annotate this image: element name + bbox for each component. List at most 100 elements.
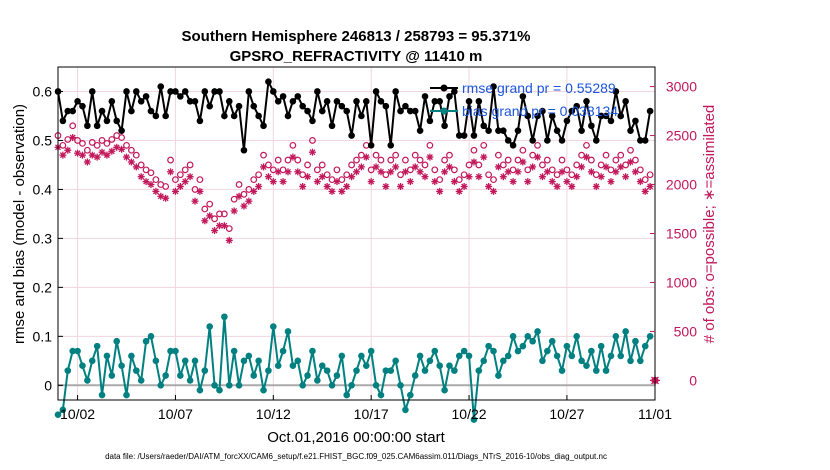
assimilated-obs-marker xyxy=(142,178,150,186)
assimilated-obs-marker xyxy=(641,187,649,195)
bias-point xyxy=(451,367,458,374)
bias-point xyxy=(162,372,169,379)
bias-point xyxy=(583,362,590,370)
bias-point xyxy=(181,357,189,365)
assimilated-obs-stroke xyxy=(255,183,262,190)
rmse-point xyxy=(79,102,86,110)
assimilated-obs-marker xyxy=(416,168,424,176)
assimilated-obs-marker xyxy=(69,134,77,142)
y-tick-label: 0.3 xyxy=(33,230,53,246)
possible-obs-marker xyxy=(196,176,204,184)
legend-bias-label: bias grand pr = 0.038134 xyxy=(462,103,618,119)
possible-obs-marker xyxy=(436,176,444,184)
rmse-point xyxy=(475,97,483,105)
assimilated-obs-marker xyxy=(127,158,135,166)
possible-obs-marker xyxy=(377,156,385,164)
possible-obs-marker xyxy=(519,146,527,154)
bias-point xyxy=(544,347,551,355)
assimilated-obs-stroke xyxy=(603,163,610,170)
assimilated-obs-marker xyxy=(607,178,615,186)
bias-point xyxy=(627,357,634,365)
assimilated-obs-stroke xyxy=(265,173,272,180)
bias-point xyxy=(646,333,654,340)
rmse-point xyxy=(592,137,600,144)
assimilated-obs-stroke xyxy=(461,183,468,190)
bias-point xyxy=(416,352,424,360)
rmse-point xyxy=(142,93,150,100)
assimilated-obs-marker xyxy=(196,187,204,195)
assimilated-obs-marker xyxy=(245,197,253,205)
assimilated-obs-marker xyxy=(98,148,106,156)
legend-bias-marker xyxy=(440,107,448,115)
possible-obs-marker xyxy=(490,176,497,184)
assimilated-obs-stroke xyxy=(568,183,575,190)
assimilated-obs-stroke xyxy=(99,149,106,156)
rmse-point xyxy=(402,102,409,110)
x-tick-label: 10/17 xyxy=(354,406,389,422)
assimilated-obs-marker xyxy=(328,187,336,195)
bias-point xyxy=(245,352,253,360)
assimilated-obs-stroke xyxy=(583,154,590,161)
bias-point xyxy=(509,333,517,340)
assimilated-obs-stroke xyxy=(285,168,291,175)
assimilated-obs-marker xyxy=(392,163,400,171)
possible-obs-marker xyxy=(333,166,341,174)
possible-obs-marker xyxy=(612,156,620,164)
rmse-point xyxy=(519,93,527,100)
rmse-point xyxy=(441,122,448,130)
possible-obs-marker xyxy=(260,151,267,159)
bias-point xyxy=(578,357,585,365)
assimilated-obs-stroke xyxy=(510,178,517,185)
assimilated-obs-stroke xyxy=(59,152,66,159)
rmse-point xyxy=(211,88,218,95)
assimilated-obs-stroke xyxy=(549,178,556,185)
bias-point xyxy=(460,347,468,355)
rmse-point xyxy=(544,137,551,144)
assimilated-obs-stroke xyxy=(348,173,355,180)
possible-obs-marker xyxy=(499,161,507,169)
possible-obs-marker xyxy=(602,151,610,159)
bias-point xyxy=(353,367,360,374)
bias-point xyxy=(250,372,258,379)
bias-point xyxy=(568,352,576,360)
bias-point xyxy=(79,362,86,370)
y-tick-label: 0.5 xyxy=(33,132,53,148)
y-tick-label: 0.2 xyxy=(33,279,53,295)
possible-obs-marker xyxy=(172,176,179,184)
bias-point xyxy=(147,333,155,340)
assimilated-obs-stroke xyxy=(524,178,531,185)
assimilated-obs-marker xyxy=(436,187,444,195)
right-tick-label: 2500 xyxy=(666,128,697,144)
rmse-point xyxy=(98,107,106,115)
assimilated-obs-stroke xyxy=(187,173,194,180)
rmse-point xyxy=(216,88,223,95)
bias-point xyxy=(69,347,76,355)
assimilated-obs-marker xyxy=(421,173,429,181)
assimilated-obs-stroke xyxy=(172,188,179,195)
assimilated-obs-marker xyxy=(264,173,272,181)
assimilated-obs-marker xyxy=(93,153,101,161)
x-axis-ticks: 10/02 10/07 10/12 10/17 10/22 10/27 11/01 xyxy=(60,395,672,422)
possible-obs-marker xyxy=(230,195,238,203)
assimilated-obs-stroke xyxy=(500,173,507,180)
assimilated-obs-marker xyxy=(426,153,434,161)
assimilated-obs-marker xyxy=(387,168,395,176)
bias-point xyxy=(446,362,453,370)
assimilated-obs-marker xyxy=(137,173,145,181)
assimilated-obs-stroke xyxy=(554,183,561,190)
rmse-point xyxy=(490,83,497,90)
bias-point xyxy=(74,347,81,355)
rmse-point xyxy=(602,112,610,120)
assimilated-obs-stroke xyxy=(216,222,223,229)
assimilated-obs-marker xyxy=(470,158,478,166)
assimilated-obs-stroke xyxy=(294,168,301,175)
assimilated-obs-stroke xyxy=(338,188,345,195)
bias-point xyxy=(480,357,488,365)
bias-point xyxy=(465,352,473,360)
assimilated-obs-stroke xyxy=(309,149,316,156)
bias-point xyxy=(441,386,448,394)
assimilated-obs-marker xyxy=(587,168,595,176)
assimilated-obs-marker xyxy=(162,194,170,202)
possible-obs-marker xyxy=(176,171,184,179)
assimilated-obs-stroke xyxy=(490,188,497,195)
